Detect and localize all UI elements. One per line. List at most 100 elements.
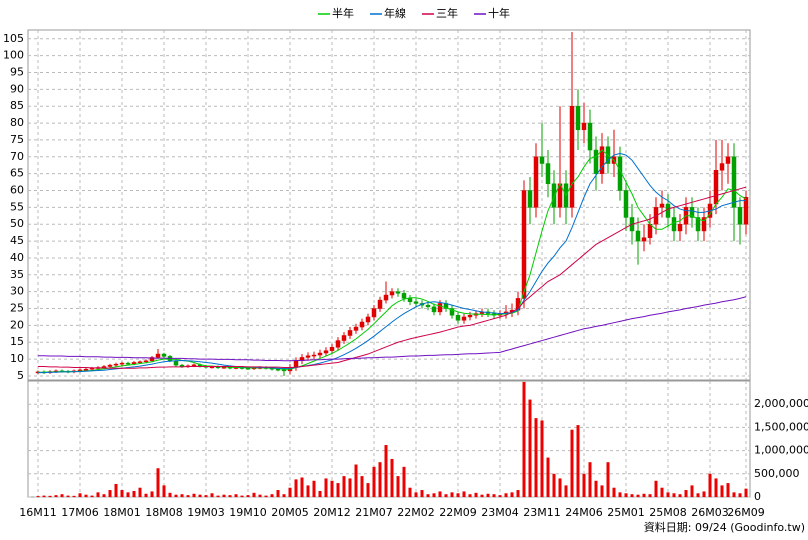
volume-bar: [204, 495, 208, 497]
volume-bar: [156, 468, 160, 497]
volume-bar: [216, 495, 220, 497]
volume-bar: [558, 478, 562, 497]
candle-body: [131, 362, 137, 365]
candle-body: [671, 217, 677, 232]
y-tick-label: 15: [10, 335, 24, 348]
volume-bar: [72, 495, 76, 497]
volume-bar: [666, 492, 670, 497]
volume-bar: [288, 487, 292, 497]
volume-bar: [198, 494, 202, 497]
volume-bar: [738, 493, 742, 497]
volume-bar: [312, 480, 316, 497]
price-panel: [27, 29, 751, 381]
volume-bar: [318, 490, 322, 497]
candle-body: [545, 163, 551, 185]
volume-bar: [726, 483, 730, 497]
volume-bar: [330, 480, 334, 497]
candle-body: [377, 299, 383, 309]
volume-bar: [234, 494, 238, 497]
candle-body: [323, 350, 329, 354]
x-tick-label: 17M06: [61, 506, 99, 519]
volume-bar: [486, 493, 490, 497]
volume-bar: [474, 492, 478, 497]
volume-bar: [324, 478, 328, 497]
y-tick-label: 55: [10, 200, 24, 213]
candle-body: [647, 223, 653, 238]
volume-bar: [402, 466, 406, 497]
volume-bar: [42, 495, 46, 497]
volume-bar: [456, 493, 460, 497]
candle-body: [107, 364, 113, 367]
volume-bar: [384, 445, 388, 497]
y-tick-label: 60: [10, 184, 24, 197]
candle-body: [743, 196, 749, 225]
ma-line: [38, 149, 747, 373]
candle-body: [137, 361, 143, 364]
volume-bar: [684, 490, 688, 497]
volume-bar: [114, 484, 118, 497]
candle-body: [161, 353, 167, 357]
candle-body: [275, 368, 281, 371]
volume-bar: [594, 480, 598, 497]
volume-bar: [180, 494, 184, 497]
x-tick-label: 18M08: [145, 506, 183, 519]
volume-bar: [192, 493, 196, 497]
x-tick-label: 23M11: [523, 506, 561, 519]
y-tick-label: 10: [10, 352, 24, 365]
volume-bar: [570, 429, 574, 497]
y2-tick-label: 1,000,000: [754, 444, 808, 457]
candle-body: [701, 217, 707, 232]
volume-bar: [168, 492, 172, 497]
volume-bar: [66, 495, 70, 497]
candle-body: [587, 122, 593, 151]
candle-body: [389, 291, 395, 296]
volume-bar: [90, 495, 94, 497]
y-tick-label: 105: [3, 32, 24, 45]
volume-bar: [462, 491, 466, 497]
volume-bar: [510, 492, 514, 497]
candle-body: [407, 298, 413, 303]
y-tick-label: 40: [10, 251, 24, 264]
candle-body: [173, 360, 179, 366]
volume-bar: [720, 485, 724, 497]
candle-body: [581, 122, 587, 131]
candle-body: [599, 146, 605, 174]
volume-bar: [228, 495, 232, 497]
candle-body: [113, 363, 119, 366]
volume-bar: [240, 495, 244, 497]
volume-bar: [252, 492, 256, 497]
candle-body: [665, 203, 671, 218]
candle-body: [371, 308, 377, 318]
y-tick-label: 50: [10, 217, 24, 230]
candle-body: [521, 190, 527, 299]
volume-bar: [426, 494, 430, 497]
candle-body: [713, 170, 719, 205]
volume-bar: [618, 492, 622, 497]
volume-panel: [27, 380, 751, 498]
volume-bar: [186, 495, 190, 497]
legend-label: 半年: [332, 6, 354, 20]
candle-body: [155, 353, 161, 358]
candle-body: [413, 301, 419, 304]
volume-bar: [300, 477, 304, 497]
volume-bar: [648, 494, 652, 497]
volume-bar: [162, 485, 166, 497]
candle-body: [329, 347, 335, 351]
x-tick-label: 25M01: [607, 506, 645, 519]
volume-bar: [126, 492, 130, 497]
candle-body: [593, 149, 599, 174]
volume-bar: [660, 487, 664, 497]
y-tick-label: 100: [3, 49, 24, 62]
candle-body: [149, 357, 155, 362]
candle-body: [731, 156, 737, 208]
candle-body: [431, 306, 437, 313]
y-tick-label: 85: [10, 99, 24, 112]
candle-body: [695, 217, 701, 232]
volume-bar: [522, 381, 526, 497]
ma-line: [38, 186, 747, 369]
volume-bar: [174, 494, 178, 497]
y2-tick-label: 500,000: [754, 467, 800, 480]
volume-bar: [690, 485, 694, 497]
candle-body: [737, 207, 743, 225]
